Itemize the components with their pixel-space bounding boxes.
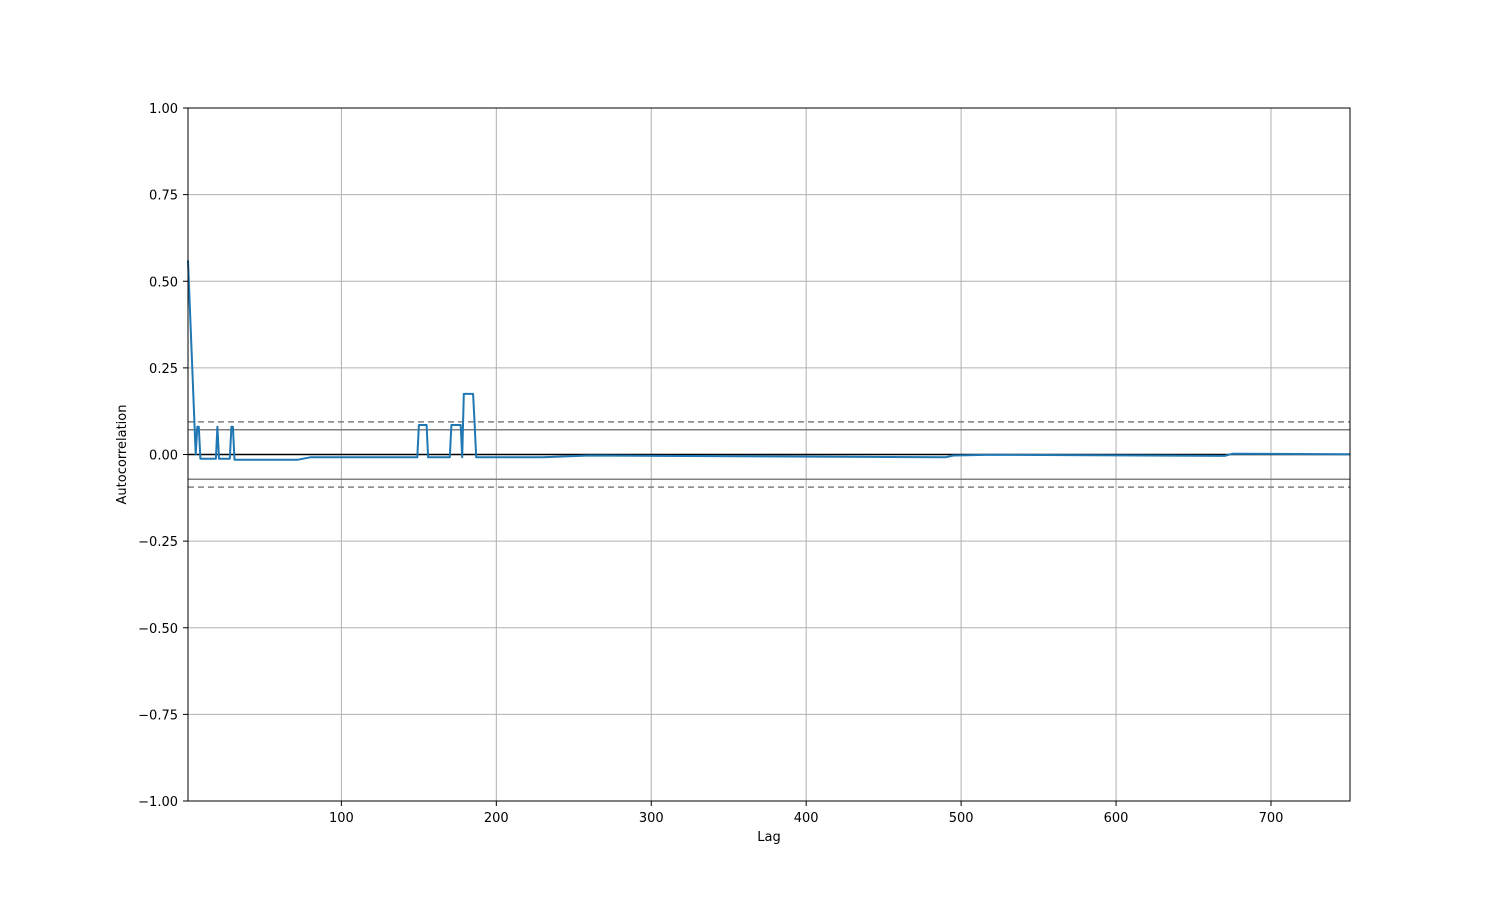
x-tick-label: 200 [484,811,509,826]
x-tick-label: 400 [794,811,819,826]
y-tick-label: −0.25 [138,535,178,550]
y-tick-label: −0.75 [138,708,178,723]
x-tick-label: 600 [1104,811,1129,826]
y-tick-label: 0.50 [149,275,178,290]
y-axis-label: Autocorrelation [115,405,130,505]
autocorrelation-series-line [187,260,1351,461]
x-tick-label: 700 [1259,811,1284,826]
y-tick-label: 0.00 [149,449,178,464]
x-tick-label: 100 [329,811,354,826]
y-tick-label: 0.75 [149,189,178,204]
x-tick-label: 500 [949,811,974,826]
y-tick-label: 1.00 [149,102,178,117]
series-layer [187,260,1351,461]
x-tick-label: 300 [639,811,664,826]
reference-lines [188,421,1350,488]
x-axis-ticks: 100 200 300 400 500 600 700 [329,801,1283,826]
y-tick-label: 0.25 [149,362,178,377]
y-tick-label: −0.50 [138,622,178,637]
y-axis-ticks: 1.00 0.75 0.50 0.25 0.00 −0.25 −0.50 −0.75 −1.00 [138,102,188,810]
y-tick-label: −1.00 [138,795,178,810]
x-axis-label: Lag [757,830,780,845]
